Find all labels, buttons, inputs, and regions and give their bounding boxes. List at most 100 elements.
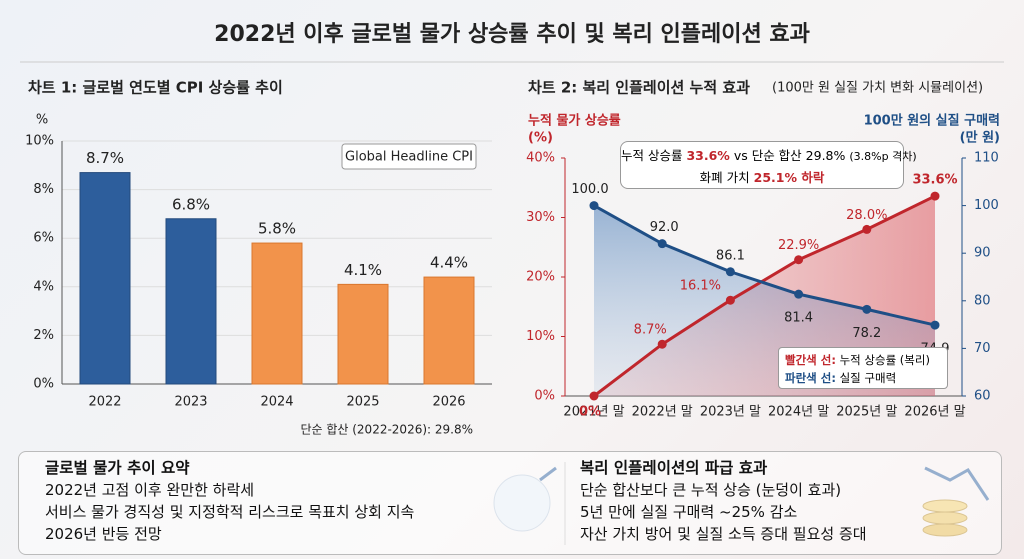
y2-axis-label: 100만 원의 실질 구매력 bbox=[864, 113, 1000, 129]
x-tick-label: 2024년 말 bbox=[768, 405, 829, 420]
summary-right: 복리 인플레이션의 파급 효과 단순 합산보다 큰 누적 상승 (눈덩이 효과)… bbox=[580, 457, 867, 545]
y-tick-label: 0% bbox=[33, 377, 54, 392]
line bbox=[593, 204, 936, 327]
summary-item: 5년 만에 실질 구매력 ~25% 감소 bbox=[580, 503, 798, 521]
callout-text: 누적 상승률 bbox=[621, 148, 683, 163]
y-tick-label: 6% bbox=[33, 231, 54, 246]
y-axis-label: 누적 물가 상승률 bbox=[528, 113, 621, 129]
y-tick-label: 10% bbox=[526, 329, 555, 344]
callout-text: 25.1% 하락 bbox=[753, 170, 825, 185]
page-title: 2022년 이후 글로벌 물가 상승률 추이 및 복리 인플레이션 효과 bbox=[214, 22, 810, 47]
value-label: 8.7% bbox=[86, 149, 124, 167]
callout-text: vs 단순 합산 29.8% bbox=[733, 148, 846, 163]
y2-tick-label: 80 bbox=[974, 293, 991, 308]
note: 단순 합산 (2022-2026): 29.8% bbox=[300, 423, 473, 437]
callout-text: (3.8%p 격차) bbox=[849, 150, 917, 163]
value-label: 22.9% bbox=[778, 238, 819, 253]
callout-text: 33.6% bbox=[686, 148, 730, 163]
x-tick-label: 2026년 말 bbox=[904, 405, 965, 420]
summary-item: 2022년 고점 이후 완만한 하락세 bbox=[45, 481, 255, 499]
summary-item: 서비스 물가 경직성 및 지정학적 리스크로 목표치 상회 지속 bbox=[45, 503, 415, 521]
y2-tick-label: 100 bbox=[974, 198, 999, 213]
summary-item: 단순 합산보다 큰 누적 상승 (눈덩이 효과) bbox=[580, 481, 842, 499]
y2-tick-label: 110 bbox=[974, 151, 999, 166]
x-tick-label: 2021년 말 bbox=[563, 405, 624, 420]
value-label: 4.4% bbox=[430, 254, 468, 272]
point bbox=[589, 391, 599, 401]
y-tick-label: 40% bbox=[526, 151, 555, 166]
y-tick-label: 0% bbox=[534, 389, 555, 404]
point bbox=[589, 201, 599, 211]
summary-item: 자산 가치 방어 및 실질 소득 증대 필요성 증대 bbox=[580, 525, 867, 543]
y-tick-label: 10% bbox=[25, 134, 54, 149]
summary-title: 복리 인플레이션의 파급 효과 bbox=[580, 459, 768, 477]
y2-tick-label: 60 bbox=[974, 389, 991, 404]
summary-title: 글로벌 물가 추이 요약 bbox=[45, 459, 190, 477]
value-label: 33.6% bbox=[912, 173, 957, 188]
y-axis-unit: (%) bbox=[528, 131, 553, 146]
x-tick-label: 2023 bbox=[174, 395, 207, 410]
y-tick-label: 4% bbox=[33, 279, 54, 294]
point bbox=[794, 255, 804, 265]
value-label: 86.1 bbox=[716, 248, 745, 263]
line bbox=[593, 194, 936, 398]
y2-tick-label: 90 bbox=[974, 246, 991, 261]
x-tick-label: 2024 bbox=[260, 395, 293, 410]
callout: 누적 상승률 33.6% vs 단순 합산 29.8% (3.8%p 격차) 화폐… bbox=[620, 141, 917, 189]
bar bbox=[165, 218, 217, 385]
value-label: 78.2 bbox=[852, 326, 881, 341]
x-tick-label: 2026 bbox=[432, 395, 465, 410]
y2-tick-label: 70 bbox=[974, 341, 991, 356]
chart-title: 차트 2: 복리 인플레이션 누적 효과 bbox=[528, 79, 750, 97]
point bbox=[862, 304, 872, 314]
point bbox=[794, 289, 804, 299]
value-label: 16.1% bbox=[680, 279, 721, 294]
legend-prefix: 파란색 선: bbox=[785, 371, 836, 385]
bar bbox=[337, 283, 389, 385]
y-tick-label: 30% bbox=[526, 210, 555, 225]
callout-text: 화폐 가치 bbox=[699, 170, 750, 185]
x-tick-label: 2025년 말 bbox=[836, 405, 897, 420]
value-label: 100.0 bbox=[571, 182, 608, 197]
bar bbox=[251, 242, 303, 385]
x-tick-label: 2022 bbox=[88, 395, 121, 410]
point bbox=[657, 339, 667, 349]
value-label: 28.0% bbox=[846, 208, 887, 223]
annotation-box bbox=[341, 143, 477, 170]
point bbox=[930, 191, 940, 201]
value-label: 81.4 bbox=[784, 311, 813, 326]
legend-label: 실질 구매력 bbox=[839, 371, 897, 385]
point bbox=[657, 239, 667, 249]
value-label: 5.8% bbox=[258, 220, 296, 238]
legend: 빨간색 선: 누적 상승률 (복리) 파란색 선: 실질 구매력 bbox=[778, 347, 948, 389]
point bbox=[862, 224, 872, 234]
summary-item: 2026년 반등 전망 bbox=[45, 525, 162, 543]
summary-panel bbox=[18, 451, 1002, 555]
legend-label: 누적 상승률 (복리) bbox=[839, 353, 930, 367]
value-label: 8.7% bbox=[634, 323, 667, 338]
legend-entry: 파란색 선: 실질 구매력 bbox=[785, 369, 941, 387]
value-label: 6.8% bbox=[172, 195, 210, 213]
point bbox=[930, 320, 940, 330]
summary-left: 글로벌 물가 추이 요약 2022년 고점 이후 완만한 하락세 서비스 물가 … bbox=[45, 457, 414, 545]
y-tick-label: 8% bbox=[33, 182, 54, 197]
y-unit: % bbox=[36, 113, 48, 128]
y2-axis-unit: (만 원) bbox=[960, 130, 1000, 146]
point bbox=[725, 267, 735, 277]
legend-prefix: 빨간색 선: bbox=[785, 353, 836, 367]
x-tick-label: 2025 bbox=[346, 395, 379, 410]
chart-subtitle: (100만 원 실질 가치 변화 시뮬레이션) bbox=[772, 81, 983, 96]
point bbox=[725, 295, 735, 305]
value-label: 92.0 bbox=[650, 220, 679, 235]
bar bbox=[79, 172, 131, 385]
value-label: 0% bbox=[579, 405, 601, 420]
value-label: 4.1% bbox=[344, 261, 382, 279]
y-tick-label: 20% bbox=[526, 270, 555, 285]
annotation: Global Headline CPI bbox=[345, 150, 473, 165]
y-tick-label: 2% bbox=[33, 328, 54, 343]
bar bbox=[423, 276, 475, 385]
x-tick-label: 2022년 말 bbox=[632, 405, 693, 420]
chart-title: 차트 1: 글로벌 연도별 CPI 상승률 추이 bbox=[28, 79, 283, 97]
